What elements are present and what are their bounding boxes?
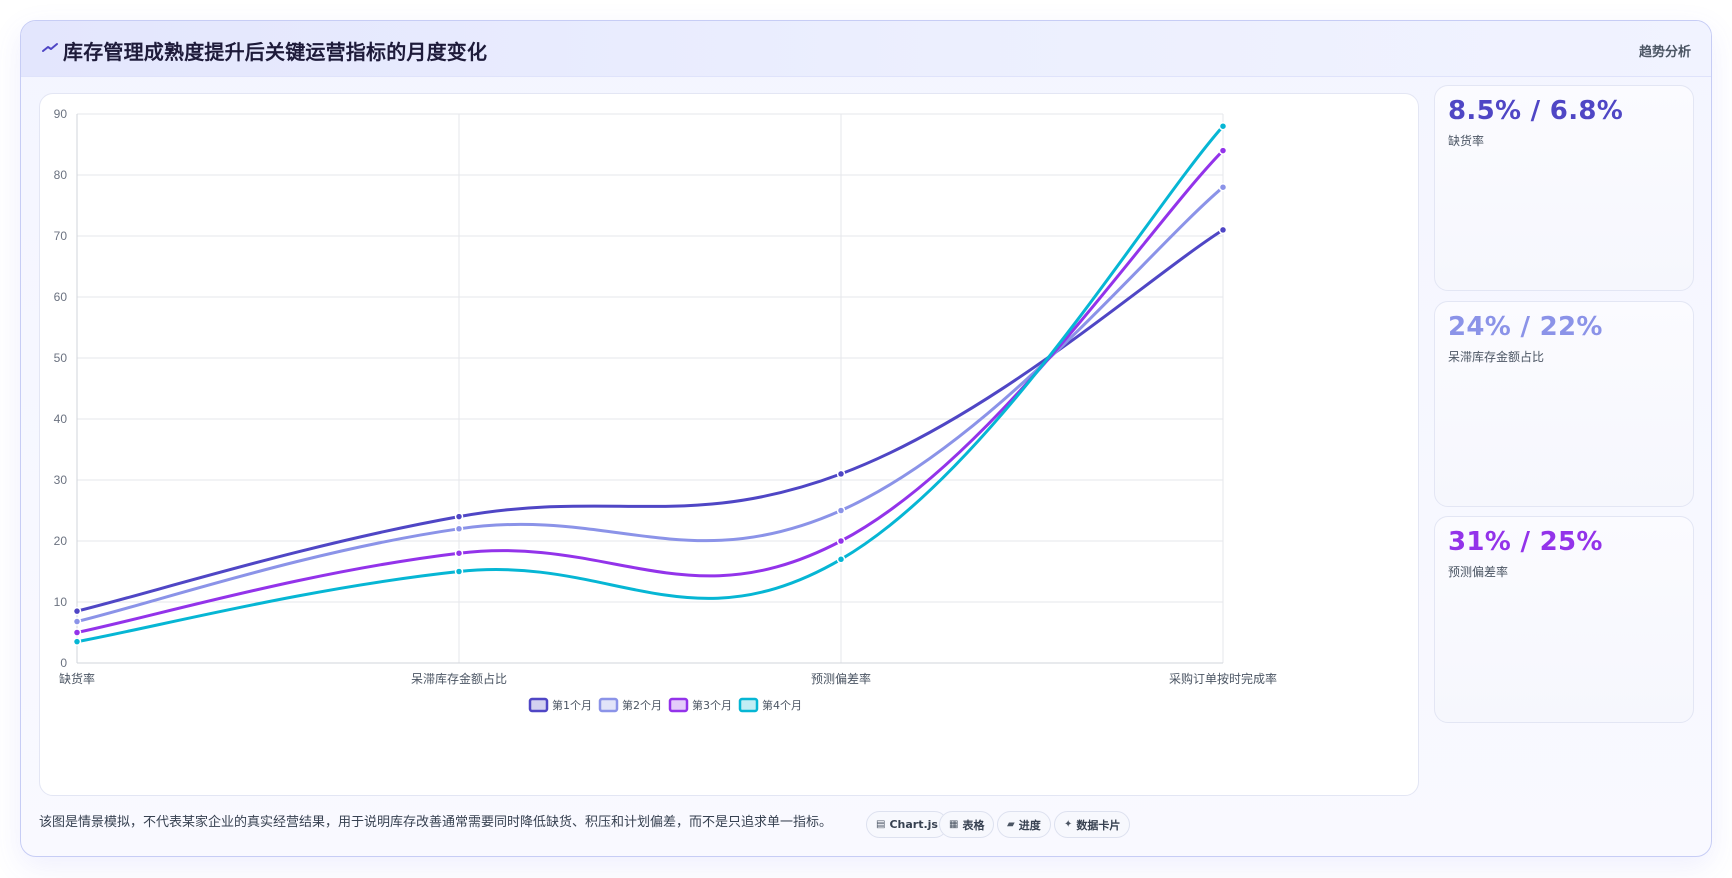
- y-tick-label: 10: [54, 595, 68, 609]
- legend-label: 第3个月: [692, 698, 732, 712]
- stat-card-forecast: 31% / 25% 预测偏差率: [1434, 516, 1694, 723]
- y-tick-label: 50: [54, 351, 68, 365]
- progress-chip[interactable]: ▰ 进度: [997, 811, 1051, 838]
- data-point: [72, 637, 82, 646]
- data-point: [1218, 182, 1228, 192]
- data-point: [72, 617, 82, 626]
- stat-card-dead-stock: 24% / 22% 呆滞库存金额占比: [1434, 301, 1694, 507]
- stat-card-stockout: 8.5% / 6.8% 缺货率: [1434, 85, 1694, 291]
- chart-card: 0 10 20 30 40 50 60 70 80 90 缺货率 呆滞库存金额占比 预测偏差率 采购订单按…: [39, 93, 1419, 796]
- stat-label: 缺货率: [1448, 134, 1485, 148]
- legend-swatch: [738, 697, 759, 713]
- data-point: [836, 506, 846, 515]
- line-chart: 0 10 20 30 40 50 60 70 80 90 缺货率 呆滞库存金额占比 预测偏差率 采购订单按…: [54, 107, 1277, 713]
- chip-label: Chart.js: [889, 818, 938, 831]
- y-tick-label: 20: [54, 534, 68, 548]
- chip-label: 表格: [962, 818, 985, 832]
- legend-swatch: [598, 697, 619, 713]
- sparkle-icon: ✦: [1064, 819, 1073, 830]
- y-tick-label: 90: [54, 107, 68, 121]
- series-line-3: [75, 149, 1225, 634]
- legend-label: 第4个月: [762, 698, 802, 712]
- data-point: [836, 469, 846, 479]
- data-point: [72, 606, 82, 616]
- data-point: [454, 567, 464, 576]
- y-tick-label: 30: [54, 473, 68, 487]
- dashboard-panel: 库存管理成熟度提升后关键运营指标的月度变化 趋势分析 0 10 20 30 40 50 60…: [20, 20, 1712, 857]
- y-tick-label: 40: [54, 412, 68, 426]
- series-line-1: [75, 228, 1225, 613]
- header-tag[interactable]: 趋势分析: [1638, 45, 1691, 60]
- legend-swatch: [528, 697, 549, 713]
- y-tick-label: 80: [54, 168, 68, 182]
- stat-value: 24% / 22%: [1448, 312, 1603, 342]
- chartjs-chip[interactable]: ▤ Chart.js: [866, 811, 948, 838]
- y-tick-label: 70: [54, 229, 68, 243]
- trend-line-icon: [42, 43, 58, 52]
- data-point: [72, 628, 82, 637]
- data-card-chip[interactable]: ✦ 数据卡片: [1054, 811, 1131, 838]
- x-tick-label: 预测偏差率: [811, 671, 871, 686]
- x-tick-label: 缺货率: [59, 671, 95, 686]
- legend-swatch: [668, 697, 689, 713]
- series-line-2: [75, 185, 1225, 624]
- data-point: [836, 536, 846, 546]
- table-icon: ▦: [949, 819, 959, 830]
- page-title: 库存管理成熟度提升后关键运营指标的月度变化: [63, 40, 488, 64]
- legend-label: 第1个月: [552, 698, 592, 712]
- table-chip[interactable]: ▦ 表格: [939, 811, 995, 838]
- chip-label: 进度: [1018, 818, 1041, 832]
- y-tick-label: 60: [54, 290, 68, 304]
- x-tick-label: 呆滞库存金额占比: [411, 671, 507, 686]
- chart-icon: ▤: [876, 819, 886, 830]
- footnote: 该图是情景模拟，不代表某家企业的真实经营结果，用于说明库存改善通常需要同时降低缺…: [39, 815, 833, 830]
- data-point: [1218, 225, 1228, 235]
- chip-label: 数据卡片: [1076, 818, 1121, 832]
- data-point: [454, 524, 464, 534]
- data-point: [1218, 146, 1228, 155]
- data-point: [836, 555, 846, 564]
- y-tick-label: 0: [60, 656, 67, 670]
- progress-icon: ▰: [1007, 819, 1015, 830]
- stat-label: 预测偏差率: [1448, 565, 1509, 579]
- legend-label: 第2个月: [622, 698, 662, 712]
- stat-value: 8.5% / 6.8%: [1448, 96, 1624, 126]
- data-point: [1218, 121, 1228, 131]
- x-tick-label: 采购订单按时完成率: [1169, 671, 1277, 686]
- stat-value: 31% / 25%: [1448, 527, 1603, 557]
- panel-header: 库存管理成熟度提升后关键运营指标的月度变化 趋势分析: [21, 21, 1711, 77]
- data-point: [454, 512, 464, 521]
- series-line-4: [75, 124, 1225, 644]
- stat-label: 呆滞库存金额占比: [1448, 350, 1545, 364]
- data-point: [454, 548, 464, 558]
